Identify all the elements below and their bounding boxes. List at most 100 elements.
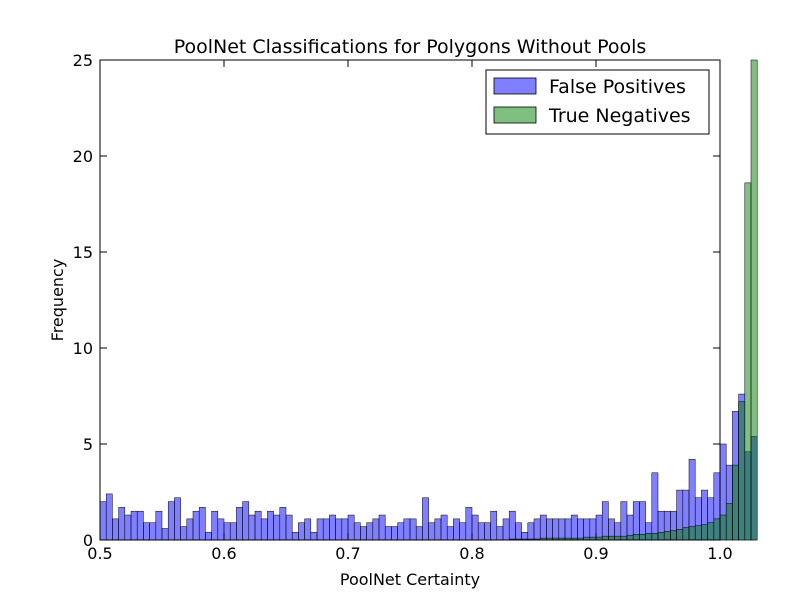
bar-false-positives [198,507,206,541]
x-tick-label: 1.0 [707,544,732,563]
bar-false-positives [422,497,429,541]
bar-false-positives [118,507,126,541]
bar-false-positives [217,518,225,541]
bar-true-negatives [608,535,615,541]
bar-false-positives [471,514,479,541]
y-tick-label: 20 [73,147,93,166]
bar-true-negatives [639,533,646,541]
legend: False Positives True Negatives [485,69,710,135]
bar-false-positives [149,522,157,541]
bar-true-negatives [670,530,677,541]
bar-false-positives [415,526,423,541]
bar-true-negatives [651,533,659,541]
bar-false-positives [347,514,355,541]
legend-label-true-negatives: True Negatives [548,105,691,127]
bar-false-positives [304,518,312,541]
y-tick-label: 5 [83,435,93,454]
bar-false-positives [577,518,584,541]
bar-false-positives [595,514,603,541]
bar-false-positives [341,518,349,541]
x-tick-label: 0.9 [583,544,608,563]
bar-true-negatives [626,534,634,541]
bar-false-positives [180,526,188,541]
bars-layer [99,59,758,541]
bar-true-negatives [707,522,715,541]
bar-false-positives [564,518,572,541]
bar-true-negatives [750,59,758,541]
bar-false-positives [279,507,287,541]
bar-true-negatives [725,503,733,541]
ticks-layer: 0.5 0.6 0.7 0.8 0.9 1.0 0 5 10 15 20 25 [73,51,733,563]
bar-false-positives [335,518,343,541]
legend-swatch-false-positives [493,77,537,95]
bar-false-positives [620,501,628,541]
legend-swatch-true-negatives [493,106,537,124]
x-tick-label: 0.5 [87,544,112,563]
bar-false-positives [99,501,107,541]
bar-false-positives [496,526,504,541]
plot-frame [99,59,721,541]
bar-false-positives [242,501,250,541]
bar-true-negatives [738,401,746,541]
x-tick-label: 0.7 [335,544,360,563]
y-tick-label: 25 [73,51,93,70]
bar-false-positives [291,532,299,541]
bar-false-positives [254,510,262,541]
bar-false-positives [552,518,560,541]
bar-false-positives [353,522,361,541]
bar-false-positives [161,528,169,541]
bar-true-negatives [701,524,708,541]
y-tick-label: 10 [73,339,93,358]
bar-false-positives [124,514,132,541]
bar-false-positives [372,518,380,541]
bar-false-positives [329,514,336,541]
bar-false-positives [130,510,138,541]
bar-true-negatives [694,525,702,541]
bar-false-positives [273,514,281,541]
bar-false-positives [248,514,256,541]
x-tick-label: 0.8 [459,544,484,563]
bar-false-positives [558,518,566,541]
bar-false-positives [167,501,175,541]
bar-true-negatives [682,527,690,541]
bar-false-positives [477,522,485,541]
legend-label-false-positives: False Positives [549,76,686,98]
bar-false-positives [397,522,405,541]
bar-true-negatives [663,531,671,541]
bar-false-positives [105,493,113,541]
bar-false-positives [229,522,237,541]
bar-false-positives [428,522,436,541]
bar-true-negatives [601,535,609,541]
bar-false-positives [174,497,181,541]
bar-false-positives [446,526,454,541]
bar-false-positives [260,518,268,541]
bar-true-negatives [620,535,628,541]
bar-false-positives [589,518,597,541]
chart-title: PoolNet Classifications for Polygons Wit… [174,36,647,58]
bar-false-positives [601,501,609,541]
bar-false-positives [527,522,535,541]
bar-false-positives [434,518,442,541]
bar-false-positives [459,522,467,541]
bar-false-positives [136,510,144,541]
bar-true-negatives [676,529,684,541]
bar-false-positives [533,518,541,541]
bar-false-positives [484,522,491,541]
bar-false-positives [502,518,510,541]
bar-false-positives [143,522,150,541]
bar-false-positives [322,518,330,541]
bar-false-positives [583,518,591,541]
bar-false-positives [310,532,318,541]
bar-false-positives [651,472,659,541]
bar-false-positives [223,522,231,541]
bar-false-positives [403,518,411,541]
y-tick-label: 15 [73,243,93,262]
bar-true-negatives [688,526,696,541]
bar-false-positives [384,526,392,541]
bar-false-positives [267,510,274,541]
bar-false-positives [285,514,293,541]
bar-false-positives [539,514,547,541]
bar-true-negatives [657,532,665,541]
bar-true-negatives [614,535,622,541]
